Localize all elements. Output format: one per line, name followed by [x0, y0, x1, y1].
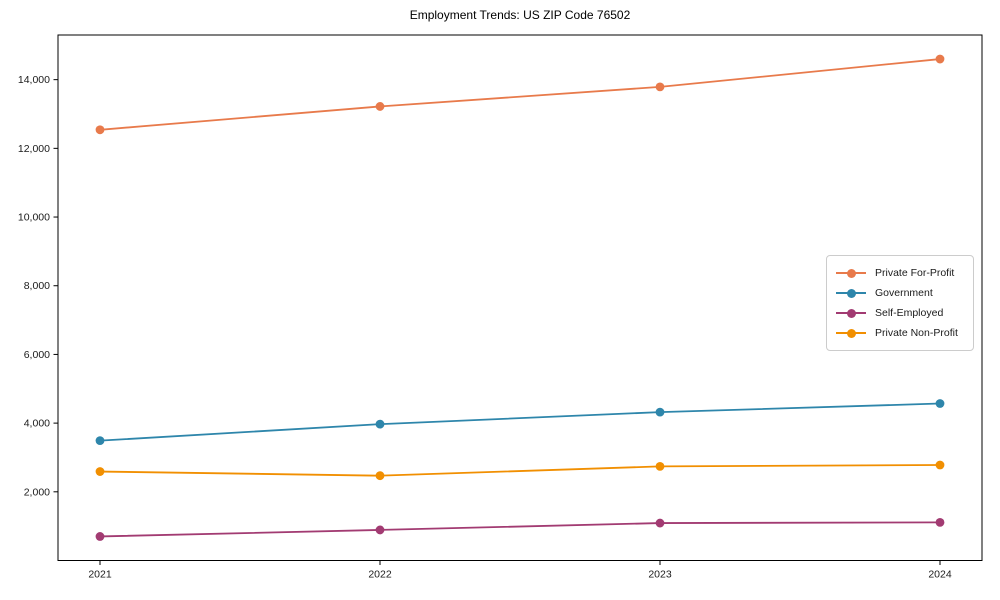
y-tick-label: 8,000	[24, 280, 50, 292]
series-line-government	[99, 402, 941, 442]
y-tick-label: 10,000	[18, 212, 50, 224]
data-point-self-employed-2023	[655, 518, 665, 528]
chart-legend: Private For-Profit Government Self-Employe…	[826, 255, 974, 351]
data-point-government-2023	[655, 407, 665, 417]
data-point-private-for-profit-2021	[95, 125, 105, 135]
legend-item-private-for-profit: Private For-Profit	[836, 263, 964, 283]
legend-item-self-employed: Self-Employed	[836, 303, 964, 323]
data-point-private-for-profit-2022	[375, 102, 385, 111]
legend-marker-icon	[836, 308, 866, 318]
y-tick-label: 2,000	[24, 486, 50, 498]
x-tick-label: 2023	[648, 569, 672, 581]
y-tick-label: 14,000	[18, 74, 50, 86]
x-tick-label: 2022	[368, 569, 392, 581]
data-point-government-2022	[375, 419, 385, 429]
y-tick-label: 6,000	[24, 349, 50, 361]
data-point-private-non-profit-2024	[935, 460, 945, 470]
legend-marker-icon	[836, 288, 866, 298]
data-point-self-employed-2022	[375, 525, 385, 535]
series-line-private-for-profit	[99, 58, 941, 131]
y-tick-label: 4,000	[24, 418, 50, 430]
legend-label: Private Non-Profit	[875, 327, 958, 339]
legend-label: Private For-Profit	[875, 267, 955, 279]
plot-border	[57, 34, 983, 561]
y-tick-label: 12,000	[18, 143, 50, 155]
chart-title: Employment Trends: US ZIP Code 76502	[409, 8, 631, 22]
x-tick-label: 2024	[928, 569, 952, 581]
data-point-self-employed-2021	[95, 532, 105, 541]
data-point-government-2021	[95, 436, 105, 446]
x-tick-label: 2021	[88, 569, 112, 581]
data-point-private-non-profit-2021	[95, 467, 105, 476]
legend-item-private-non-profit: Private Non-Profit	[836, 323, 964, 343]
data-point-private-non-profit-2022	[375, 471, 385, 481]
series-line-self-employed	[99, 521, 941, 538]
data-point-private-for-profit-2023	[655, 82, 665, 92]
data-point-government-2024	[935, 399, 945, 408]
series-line-private-non-profit	[99, 464, 941, 477]
legend-marker-icon	[836, 268, 866, 278]
legend-label: Government	[875, 287, 933, 299]
data-point-self-employed-2024	[935, 517, 945, 527]
legend-label: Self-Employed	[875, 307, 944, 319]
legend-item-government: Government	[836, 283, 964, 303]
data-point-private-for-profit-2024	[935, 54, 945, 64]
legend-marker-icon	[836, 328, 866, 338]
data-point-private-non-profit-2023	[655, 461, 665, 471]
